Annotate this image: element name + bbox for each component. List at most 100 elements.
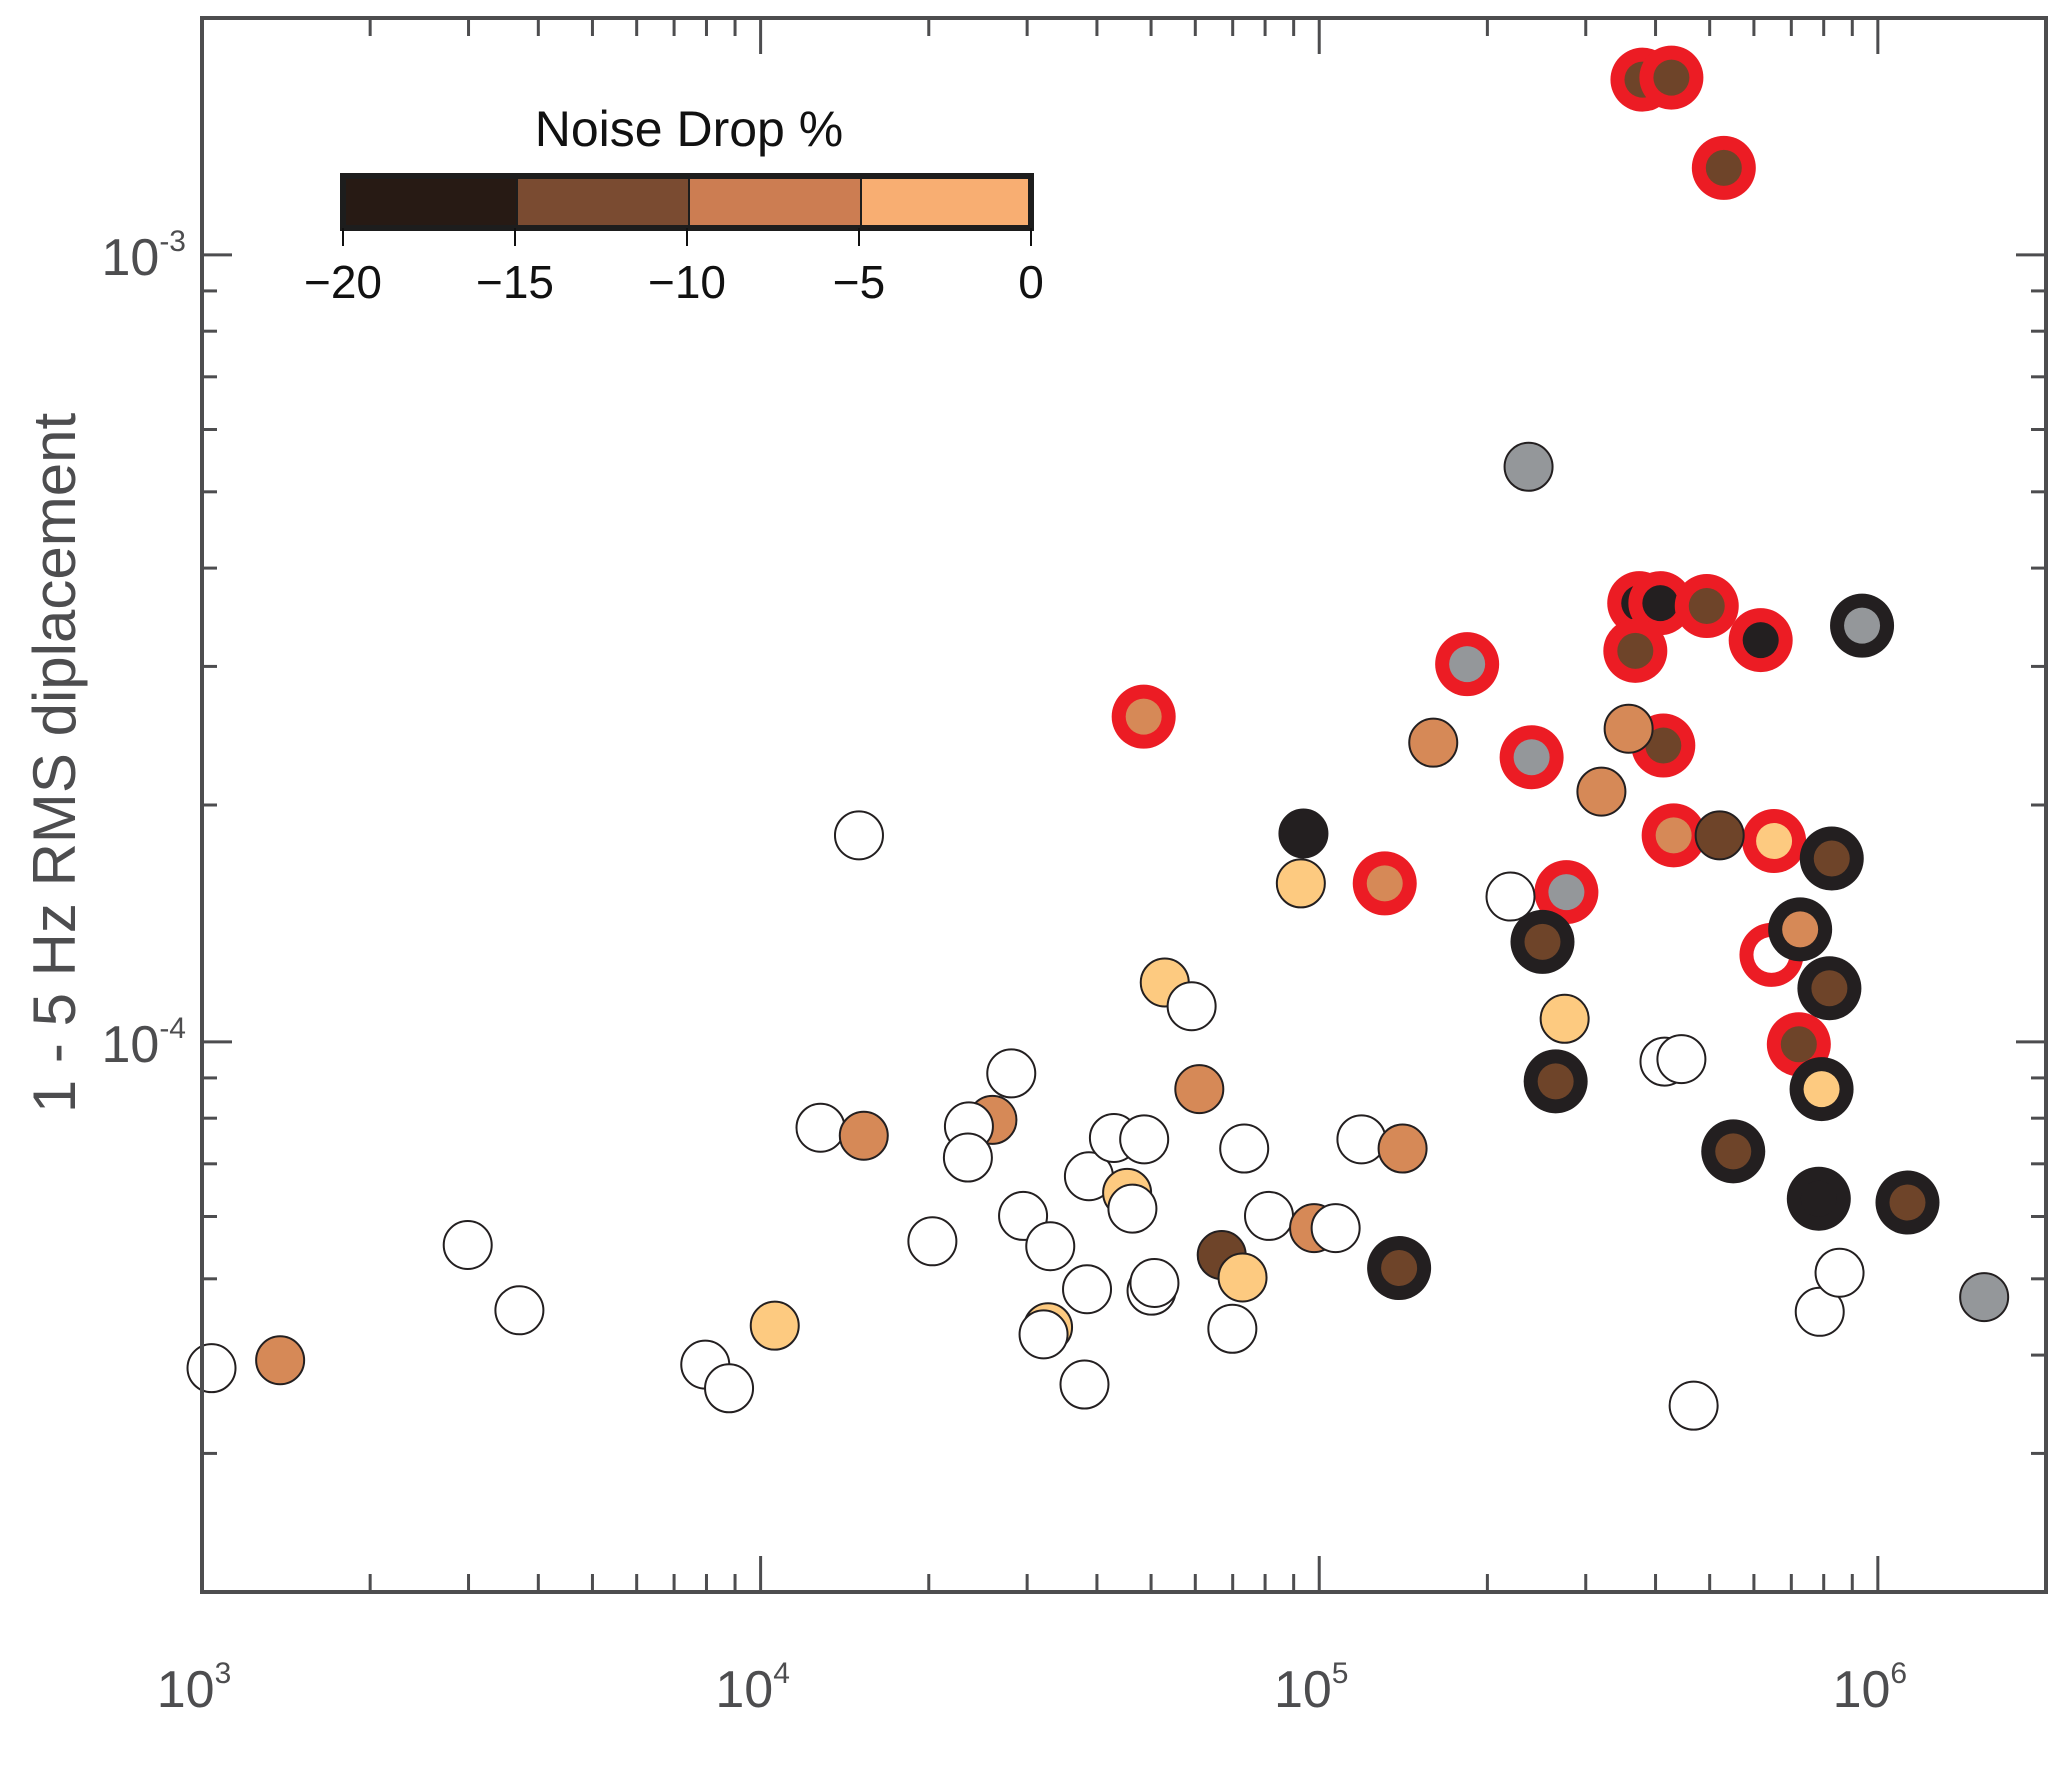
point-marker	[1653, 59, 1690, 96]
data-point	[1059, 1359, 1110, 1410]
data-point	[1408, 717, 1459, 768]
y-tick-label: 10-3	[101, 225, 186, 287]
data-point	[442, 1220, 493, 1271]
point-marker	[1803, 1071, 1840, 1108]
point-marker	[1742, 622, 1779, 659]
point-marker	[1310, 1203, 1361, 1254]
y-tick-label: 10-4	[101, 1012, 186, 1074]
data-point	[1523, 1049, 1588, 1114]
data-point	[1534, 860, 1599, 925]
point-marker	[833, 810, 884, 861]
data-point	[1830, 593, 1895, 658]
point-marker	[1844, 607, 1881, 644]
data-point	[1875, 1170, 1940, 1235]
point-marker	[1645, 727, 1682, 764]
point-marker	[1694, 810, 1745, 861]
data-point	[795, 1102, 846, 1153]
x-tick-base: 10	[157, 1661, 215, 1719]
data-point	[1244, 1190, 1295, 1241]
data-point	[1310, 1203, 1361, 1254]
colorbar-bin	[862, 179, 1028, 225]
x-tick-base: 10	[1833, 1661, 1891, 1719]
data-point	[1701, 1119, 1766, 1184]
data-point	[838, 1110, 889, 1161]
x-tick-exponent: 4	[773, 1657, 790, 1690]
data-point	[1166, 981, 1217, 1032]
colorbar-tick-label: −5	[833, 256, 885, 308]
data-point	[1603, 618, 1668, 683]
data-point	[907, 1216, 958, 1267]
point-marker	[1503, 441, 1554, 492]
data-point	[1111, 684, 1176, 749]
point-marker	[1244, 1190, 1295, 1241]
colorbar-bin	[690, 179, 860, 225]
data-point	[1539, 993, 1590, 1044]
point-marker	[1524, 923, 1561, 960]
data-point	[1691, 135, 1756, 200]
point-marker	[907, 1216, 958, 1267]
data-point	[1603, 703, 1654, 754]
data-point	[1025, 1221, 1076, 1272]
data-point	[1119, 1114, 1170, 1165]
point-marker	[1576, 766, 1627, 817]
x-tick-base: 10	[1274, 1661, 1332, 1719]
point-marker	[255, 1335, 306, 1386]
point-marker	[1800, 1180, 1837, 1217]
data-point	[833, 810, 884, 861]
data-point	[1641, 803, 1706, 868]
x-axis-title: Population	[947, 1763, 1231, 1765]
data-point	[1377, 1123, 1428, 1174]
data-point	[1219, 1123, 1270, 1174]
data-point	[1485, 871, 1536, 922]
point-marker	[1537, 1063, 1574, 1100]
point-marker	[986, 1048, 1037, 1099]
point-marker	[1642, 585, 1679, 622]
data-point	[1275, 858, 1326, 909]
data-point	[749, 1300, 800, 1351]
point-marker	[1780, 1026, 1817, 1063]
data-point	[1278, 808, 1329, 859]
data-point	[1576, 766, 1627, 817]
data-point	[1768, 897, 1833, 962]
point-marker	[1217, 1252, 1268, 1303]
data-point	[1639, 45, 1704, 110]
data-point	[186, 1343, 237, 1394]
x-tick-base: 10	[715, 1661, 773, 1719]
data-point	[1510, 909, 1575, 974]
point-marker	[1166, 981, 1217, 1032]
data-point	[1503, 441, 1554, 492]
point-marker	[1668, 1380, 1719, 1431]
point-marker	[1278, 808, 1329, 859]
data-point	[704, 1363, 755, 1414]
y-tick-labels: 10-3 10-4	[101, 225, 186, 1074]
data-point	[1786, 1166, 1851, 1231]
point-marker	[795, 1102, 846, 1153]
data-point	[1742, 809, 1807, 874]
colorbar-tick-label: 0	[1018, 256, 1044, 308]
colorbar-title: Noise Drop %	[535, 101, 843, 157]
x-tick-label: 103	[157, 1657, 232, 1719]
data-point	[1797, 956, 1862, 1021]
point-marker	[1025, 1221, 1076, 1272]
data-point	[1674, 574, 1739, 639]
plot-area-frame	[200, 16, 2048, 1594]
point-marker	[1275, 858, 1326, 909]
point-marker	[1782, 911, 1819, 948]
data-point	[494, 1285, 545, 1336]
point-marker	[1539, 993, 1590, 1044]
data-point	[255, 1335, 306, 1386]
point-marker	[1705, 149, 1742, 186]
point-marker	[1959, 1272, 2010, 1323]
data-point	[1062, 1264, 1113, 1315]
x-tick-label: 104	[715, 1657, 790, 1719]
point-marker	[1107, 1183, 1158, 1234]
axis-ticks	[200, 16, 2048, 1594]
data-point	[1018, 1309, 1069, 1360]
point-marker	[1062, 1264, 1113, 1315]
x-tick-exponent: 5	[1332, 1657, 1349, 1690]
colorbar-bin	[518, 179, 688, 225]
point-marker	[1688, 588, 1725, 625]
point-marker	[494, 1285, 545, 1336]
x-tick-label: 105	[1274, 1657, 1349, 1719]
data-point	[1435, 632, 1500, 697]
